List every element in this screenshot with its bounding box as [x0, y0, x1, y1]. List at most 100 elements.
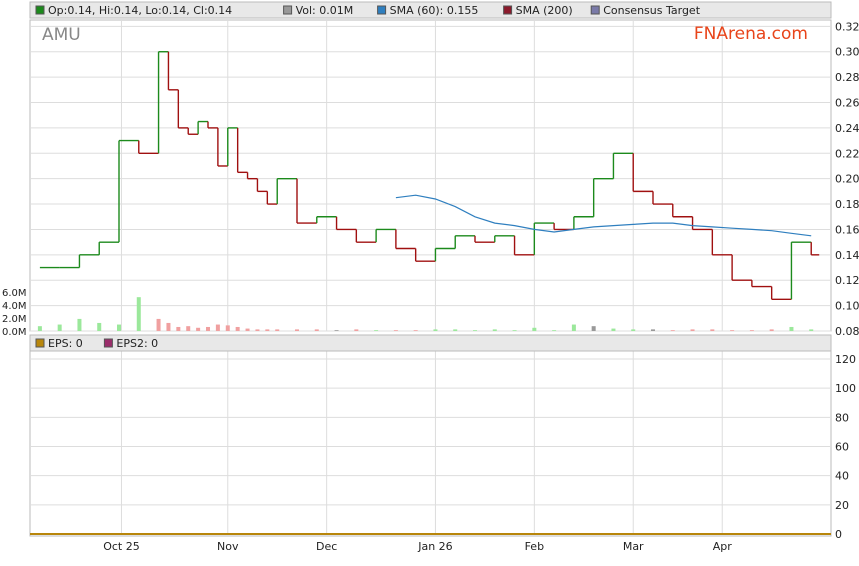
price-panel-frame: [29, 19, 832, 332]
volume-bar: [492, 329, 497, 331]
price-tick-label: 0.32: [835, 20, 859, 33]
price-legend: Op:0.14, Hi:0.14, Lo:0.14, Cl:0.14 Vol: 0…: [35, 4, 701, 17]
eps-tick-label: 0: [835, 528, 842, 541]
volume-bar: [730, 330, 735, 331]
volume-bar: [611, 328, 616, 331]
price-bars: [39, 51, 820, 300]
eps-tick-label: 60: [835, 441, 849, 454]
eps-legend-swatch: [35, 338, 45, 348]
volume-bar: [354, 329, 359, 331]
price-tick-label: 0.18: [835, 198, 859, 211]
price-tick-label: 0.22: [835, 147, 859, 160]
consensus-legend-label: Consensus Target: [603, 4, 701, 17]
sma60-legend-swatch: [377, 5, 387, 15]
price-tick-label: 0.12: [835, 274, 859, 287]
volume-bar: [512, 330, 517, 331]
eps-y-axis: 0 20 40 60 80 100 120: [835, 353, 856, 541]
volume-bar: [473, 330, 477, 331]
sma200-legend-label: SMA (200): [516, 4, 573, 17]
volume-bar: [295, 329, 299, 331]
price-tick-label: 0.24: [835, 122, 859, 135]
volume-bar: [532, 327, 537, 331]
volume-bar: [552, 330, 557, 331]
ohlc-legend-swatch: [35, 5, 45, 15]
volume-bar: [225, 325, 230, 331]
volume-bar: [265, 329, 270, 331]
eps-legend-bar: [29, 334, 832, 352]
volume-bar: [156, 318, 161, 331]
volume-bar: [809, 329, 814, 331]
eps-tick-label: 20: [835, 499, 849, 512]
volume-tick-label: 6.0M: [2, 288, 27, 299]
x-tick-label: Feb: [525, 540, 544, 553]
vol-legend-swatch: [283, 5, 293, 15]
price-y-axis: 0.08 0.10 0.12 0.14 0.16 0.18 0.20 0.22 0.24 0.26…: [835, 20, 859, 338]
x-tick-label: Apr: [713, 540, 733, 553]
volume-bar: [245, 328, 250, 331]
volume-bar: [77, 318, 82, 331]
eps-legend: EPS: 0 EPS2: 0: [35, 337, 158, 350]
volume-bar: [97, 322, 102, 331]
x-tick-label: Nov: [217, 540, 239, 553]
eps-panel-frame: [29, 350, 832, 537]
volume-bar: [769, 329, 774, 331]
volume-bar: [37, 326, 42, 331]
volume-bar: [186, 326, 191, 331]
symbol-label: AMU: [42, 25, 81, 45]
sma200-legend-swatch: [503, 5, 513, 15]
consensus-legend-swatch: [590, 5, 600, 15]
volume-bar: [710, 329, 715, 331]
volume-tick-label: 2.0M: [2, 314, 27, 325]
volume-bars: [37, 297, 814, 331]
eps-legend-label: EPS: 0: [48, 337, 83, 350]
volume-y-axis: 0.0M 2.0M 4.0M 6.0M: [2, 288, 27, 338]
volume-bar: [670, 330, 675, 331]
price-tick-label: 0.08: [835, 325, 859, 338]
x-tick-label: Jan 26: [417, 540, 452, 553]
price-tick-label: 0.26: [835, 97, 859, 110]
volume-bar: [591, 326, 596, 331]
price-tick-label: 0.10: [835, 300, 859, 313]
volume-bar: [749, 330, 754, 331]
sma-60-path: [395, 194, 812, 237]
volume-bar: [117, 324, 121, 331]
volume-bar: [453, 329, 458, 331]
eps-tick-label: 40: [835, 470, 849, 483]
volume-bar: [393, 330, 398, 331]
volume-bar: [789, 326, 794, 331]
x-axis: Oct 25 Nov Dec Jan 26 Feb Mar Apr: [103, 540, 732, 553]
volume-bar: [166, 322, 171, 331]
price-tick-label: 0.28: [835, 71, 859, 84]
volume-tick-label: 0.0M: [2, 327, 27, 338]
price-tick-label: 0.16: [835, 223, 859, 236]
eps-tick-label: 80: [835, 411, 849, 424]
volume-bar: [235, 326, 240, 331]
volume-bar: [176, 326, 181, 331]
vol-legend-label: Vol: 0.01M: [296, 4, 354, 17]
volume-tick-label: 4.0M: [2, 301, 27, 312]
volume-bar: [206, 326, 210, 331]
x-tick-label: Dec: [316, 540, 337, 553]
eps-tick-label: 120: [835, 353, 856, 366]
volume-bar: [275, 329, 280, 331]
price-tick-label: 0.20: [835, 173, 859, 186]
eps-tick-label: 100: [835, 382, 856, 395]
sma60-legend-label: SMA (60): 0.155: [390, 4, 479, 17]
volume-bar: [413, 330, 418, 331]
volume-bar: [631, 329, 636, 331]
volume-bar: [571, 324, 576, 331]
volume-bar: [334, 330, 339, 331]
sma-60-line: [395, 194, 812, 237]
volume-bar: [196, 327, 201, 331]
x-tick-label: Mar: [623, 540, 644, 553]
eps2-legend-label: EPS2: 0: [116, 337, 158, 350]
volume-bar: [690, 329, 695, 331]
price-legend-bar: [29, 1, 832, 19]
volume-bar: [215, 324, 220, 331]
volume-bar: [255, 329, 260, 331]
brand-logo[interactable]: FNArena.com: [694, 24, 808, 44]
x-tick-label: Oct 25: [103, 540, 140, 553]
volume-bar: [651, 329, 655, 331]
price-tick-label: 0.14: [835, 249, 859, 262]
